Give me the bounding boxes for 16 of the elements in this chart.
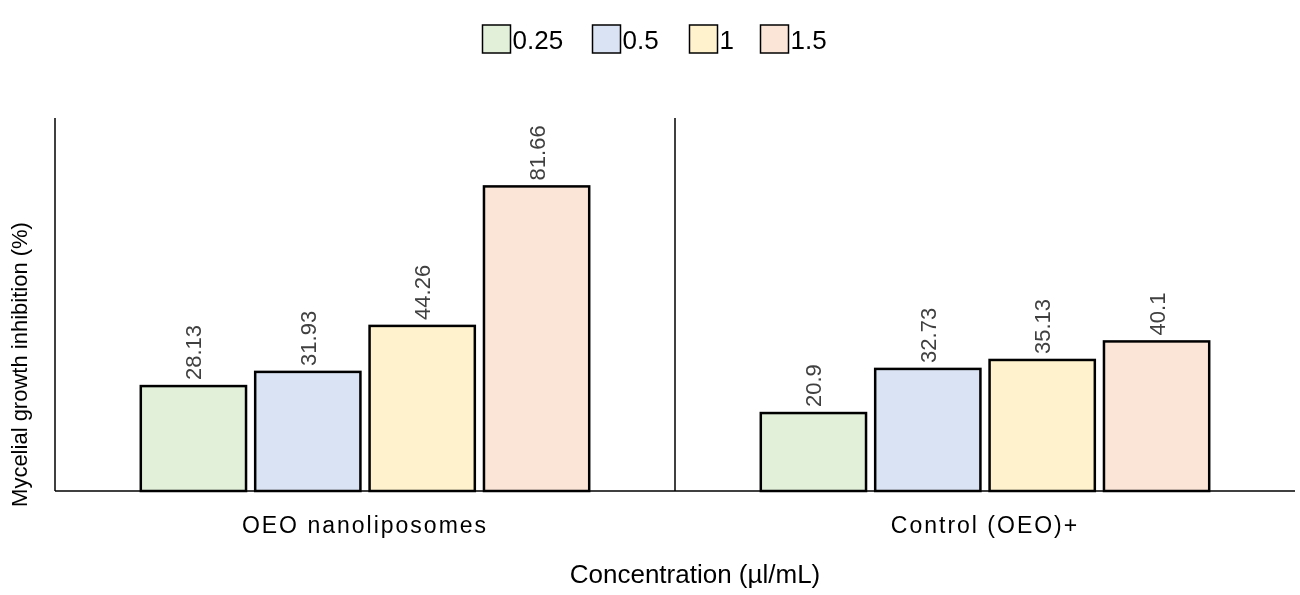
data-label: 31.93	[295, 310, 321, 366]
x-tick-label: OEO nanoliposomes	[241, 512, 489, 538]
legend-label: 0.5	[622, 25, 659, 55]
legend-label: 1	[719, 25, 734, 55]
data-label: 28.13	[181, 325, 207, 381]
x-tick-label: Control (OEO)+	[890, 512, 1080, 538]
data-label: 40.1	[1144, 292, 1170, 336]
legend-label: 1.5	[790, 25, 827, 55]
y-axis-title: Mycelial growth inhibition (%)	[7, 222, 32, 507]
data-label: 44.26	[410, 264, 436, 320]
data-label: 32.73	[915, 307, 941, 363]
x-axis-title: Concentration (µl/mL)	[569, 559, 821, 589]
legend-label: 0.25	[512, 25, 564, 55]
data-label: 81.66	[524, 125, 550, 181]
data-label: 20.9	[801, 364, 827, 408]
data-label: 35.13	[1030, 298, 1056, 354]
